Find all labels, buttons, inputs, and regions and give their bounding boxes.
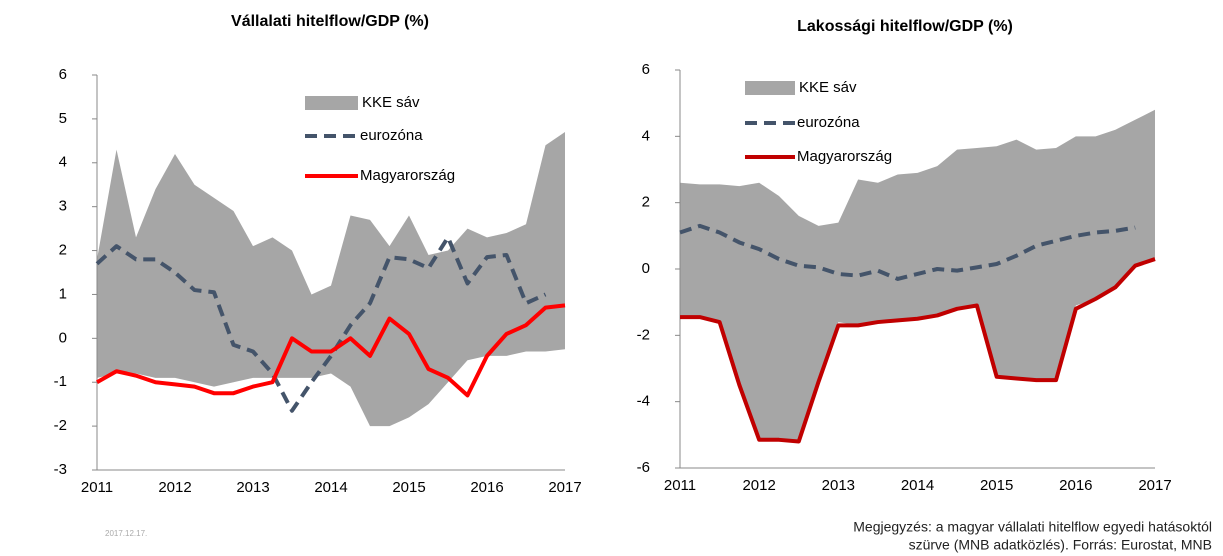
note: Megjegyzés: a magyar vállalati hitelflow… xyxy=(853,519,1212,535)
series-line xyxy=(679,223,1136,281)
y-tick-label: 1 xyxy=(59,285,67,302)
y-tick-label: -2 xyxy=(637,326,650,343)
y-tick-label: 2 xyxy=(642,194,650,211)
y-tick-label: 0 xyxy=(59,329,67,346)
y-tick-label: 3 xyxy=(59,198,67,215)
x-tick-label: 2015 xyxy=(980,477,1013,494)
series-line xyxy=(96,303,566,398)
date: 2017.12.17. xyxy=(105,529,147,538)
x-tick-label: 2011 xyxy=(664,477,696,494)
y-tick-label: -1 xyxy=(54,373,67,390)
chart-title: Lakossági hitelflow/GDP (%) xyxy=(797,18,1013,35)
y-tick-label: 2 xyxy=(59,242,67,259)
band-area xyxy=(97,132,565,427)
x-tick-label: 2013 xyxy=(236,479,269,496)
x-tick-label: 2014 xyxy=(314,479,347,496)
legend-label: KKE sáv xyxy=(799,79,857,96)
x-tick-label: 2015 xyxy=(392,479,425,496)
series-line xyxy=(680,257,1156,444)
y-tick-label: 4 xyxy=(59,154,67,171)
y-tick-label: 0 xyxy=(642,260,650,277)
legend-swatch xyxy=(305,96,358,110)
x-tick-label: 2016 xyxy=(470,479,503,496)
x-tick-label: 2017 xyxy=(1138,477,1171,494)
y-tick-label: 6 xyxy=(642,61,650,78)
y-tick-label: 4 xyxy=(642,127,650,144)
x-tick-label: 2011 xyxy=(81,479,113,496)
x-tick-label: 2012 xyxy=(742,477,775,494)
legend-label: Magyarország xyxy=(797,148,892,165)
legend-label: Magyarország xyxy=(360,167,455,184)
y-tick-label: -2 xyxy=(54,417,67,434)
x-tick-label: 2016 xyxy=(1059,477,1092,494)
x-tick-label: 2012 xyxy=(158,479,191,496)
y-tick-label: -3 xyxy=(54,461,67,478)
y-tick-label: 6 xyxy=(59,66,67,83)
legend-swatch xyxy=(745,81,795,95)
legend-label: KKE sáv xyxy=(362,94,420,111)
chart-title: Vállalati hitelflow/GDP (%) xyxy=(231,13,429,30)
legend-label: eurozóna xyxy=(360,127,423,144)
x-tick-label: 2013 xyxy=(822,477,855,494)
y-tick-label: -6 xyxy=(637,459,650,476)
legend-label: eurozóna xyxy=(797,114,860,131)
x-tick-label: 2014 xyxy=(901,477,934,494)
note: szürve (MNB adatközlés). Forrás: Eurosta… xyxy=(909,537,1212,553)
y-tick-label: -4 xyxy=(637,393,650,410)
y-tick-label: 5 xyxy=(59,110,67,127)
x-tick-label: 2017 xyxy=(548,479,581,496)
